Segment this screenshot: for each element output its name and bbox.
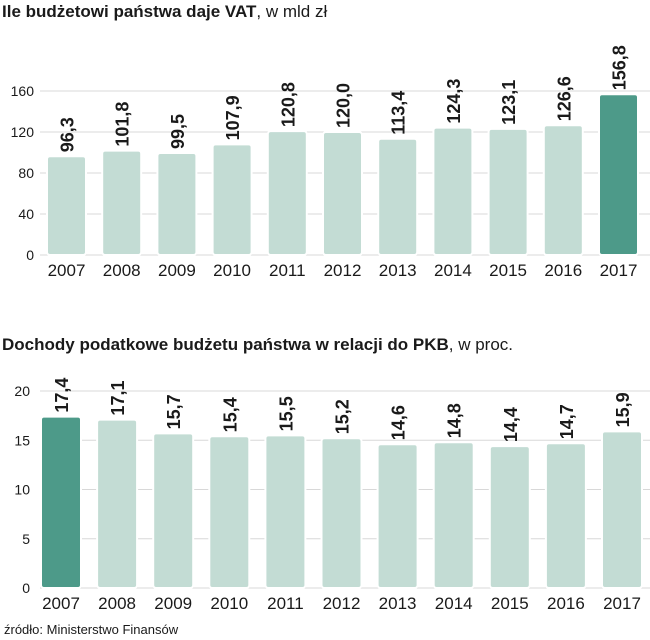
gdp-value-label-2016: 14,7 — [557, 404, 577, 439]
vat-value-label-2015: 123,1 — [499, 80, 519, 125]
gdp-value-label-2014: 14,8 — [445, 403, 465, 438]
gdp-value-label-2012: 15,2 — [333, 399, 353, 434]
vat-y-tick-label: 80 — [18, 165, 34, 181]
vat-x-tick-label-2010: 2010 — [213, 261, 251, 280]
vat-bar-2015 — [487, 127, 529, 256]
vat-bar-2014 — [432, 126, 474, 256]
gdp-x-tick-label-2016: 2016 — [547, 594, 585, 613]
vat-value-label-2011: 120,8 — [278, 82, 298, 127]
gdp-y-tick-label: 10 — [14, 482, 30, 498]
chart-2-unit: , w proc. — [448, 335, 514, 354]
chart-1-title-text: Ile budżetowi państwa daje VAT — [2, 2, 257, 21]
vat-bar-2016 — [542, 124, 584, 256]
gdp-x-tick-label-2012: 2012 — [323, 594, 361, 613]
vat-x-tick-label-2008: 2008 — [103, 261, 141, 280]
vat-x-tick-label-2011: 2011 — [269, 261, 306, 280]
vat-value-label-2007: 96,3 — [58, 117, 78, 152]
gdp-bar-2013 — [376, 443, 419, 589]
gdp-bar-2015 — [488, 445, 531, 589]
gdp-value-label-2011: 15,5 — [276, 396, 296, 431]
vat-x-tick-label-2017: 2017 — [600, 261, 638, 280]
gdp-bar-2012 — [320, 437, 363, 589]
vat-x-tick-label-2014: 2014 — [434, 261, 472, 280]
vat-value-label-2014: 124,3 — [444, 79, 464, 124]
gdp-bar-2017 — [601, 430, 643, 590]
vat-value-label-2009: 99,5 — [168, 114, 188, 149]
gdp-x-tick-label-2007: 2007 — [42, 594, 80, 613]
vat-bar-2008 — [101, 149, 143, 256]
vat-x-tick-label-2012: 2012 — [324, 261, 362, 280]
vat-x-tick-label-2015: 2015 — [489, 261, 527, 280]
gdp-x-tick-label-2013: 2013 — [379, 594, 417, 613]
vat-bar-2009 — [156, 152, 198, 256]
gdp-y-tick-label: 20 — [14, 383, 30, 399]
gdp-value-label-2008: 17,1 — [108, 381, 128, 416]
gdp-bar-2007 — [40, 415, 82, 589]
gdp-bar-2014 — [432, 441, 475, 589]
vat-bar-2010 — [211, 143, 253, 256]
vat-x-tick-label-2013: 2013 — [379, 261, 417, 280]
vat-bar-2011 — [266, 130, 308, 256]
chart-2-title-text: Dochody podatkowe budżetu państwa w rela… — [2, 335, 449, 354]
gdp-x-tick-label-2014: 2014 — [435, 594, 473, 613]
gdp-value-label-2013: 14,6 — [389, 405, 409, 440]
gdp-bar-2008 — [96, 418, 139, 589]
gdp-y-tick-label: 5 — [22, 531, 30, 547]
gdp-value-label-2010: 15,4 — [220, 397, 240, 432]
chart-1-title: Ile budżetowi państwa daje VAT, w mld zł — [2, 2, 327, 22]
gdp-bar-2009 — [152, 432, 195, 590]
gdp-y-tick-label: 0 — [22, 580, 30, 596]
vat-y-tick-label: 40 — [18, 206, 34, 222]
gdp-value-label-2017: 15,9 — [613, 392, 633, 427]
source-note: źródło: Ministerstwo Finansów — [4, 622, 179, 637]
gdp-value-label-2007: 17,4 — [52, 378, 72, 413]
vat-value-label-2013: 113,4 — [389, 91, 409, 135]
vat-value-label-2010: 107,9 — [223, 95, 243, 140]
vat-bar-2017 — [598, 93, 639, 256]
gdp-x-tick-label-2011: 2011 — [267, 594, 304, 613]
vat-value-label-2017: 156,8 — [610, 45, 630, 90]
vat-bar-2012 — [322, 131, 363, 256]
tax-to-gdp-chart: 0 5 10 15 20 17,4 2007 17,1 2008 15,7 2009 15,4 2010… — [14, 378, 650, 613]
chart-1-unit: , w mld zł — [256, 2, 328, 21]
gdp-x-tick-label-2017: 2017 — [603, 594, 641, 613]
gdp-x-tick-label-2010: 2010 — [210, 594, 248, 613]
gdp-bar-2016 — [544, 442, 587, 589]
gdp-value-label-2015: 14,4 — [501, 407, 521, 442]
vat-x-tick-label-2016: 2016 — [544, 261, 582, 280]
gdp-x-tick-label-2015: 2015 — [491, 594, 529, 613]
gdp-x-tick-label-2008: 2008 — [98, 594, 136, 613]
chart-2-title: Dochody podatkowe budżetu państwa w rela… — [2, 335, 513, 355]
gdp-y-tick-label: 15 — [14, 432, 30, 448]
vat-value-label-2012: 120,0 — [334, 83, 354, 128]
vat-x-tick-label-2009: 2009 — [158, 261, 196, 280]
vat-y-tick-label: 160 — [11, 83, 35, 99]
vat-y-tick-label: 0 — [26, 247, 34, 263]
vat-bar-2007 — [46, 155, 87, 256]
gdp-x-tick-label-2009: 2009 — [154, 594, 192, 613]
gdp-value-label-2009: 15,7 — [164, 394, 184, 429]
vat-revenue-chart: 0 40 80 120 160 96,3 2007 101,8 2008 99,5 2009 107,… — [11, 45, 650, 280]
vat-value-label-2008: 101,8 — [113, 102, 133, 147]
gdp-bar-2011 — [264, 434, 307, 590]
vat-bar-2013 — [377, 137, 419, 256]
gdp-bar-2010 — [208, 435, 251, 589]
vat-value-label-2016: 126,6 — [554, 76, 574, 121]
vat-x-tick-label-2007: 2007 — [48, 261, 86, 280]
vat-y-tick-label: 120 — [11, 124, 35, 140]
